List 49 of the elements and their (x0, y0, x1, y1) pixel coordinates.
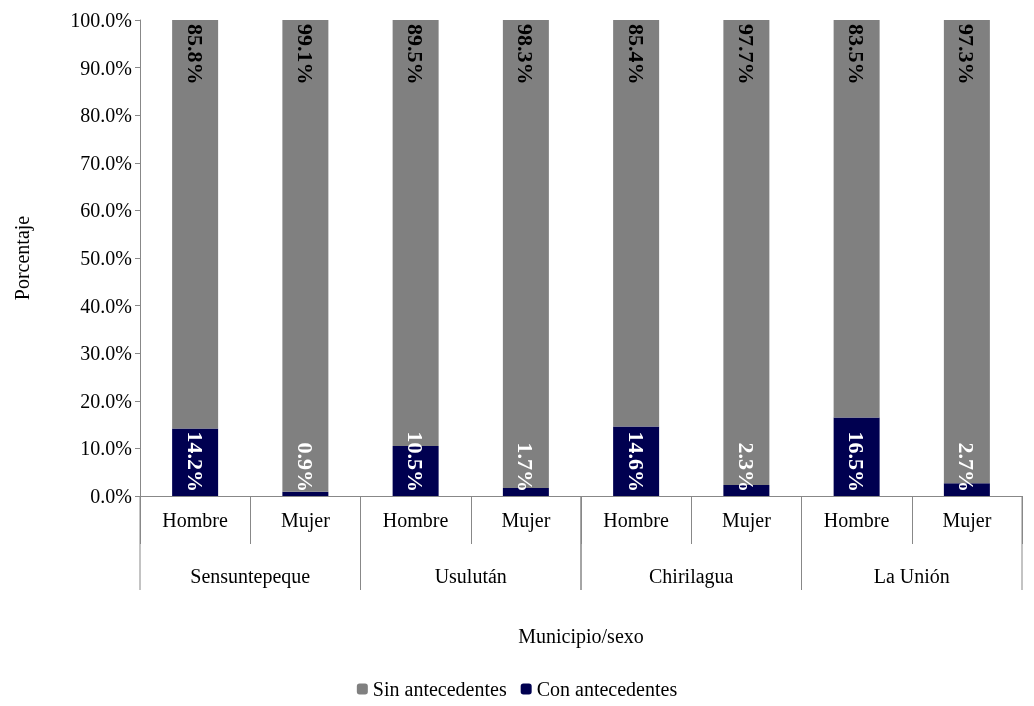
data-label: 10.5% (403, 431, 429, 492)
y-tick-label: 40.0% (80, 294, 132, 317)
y-axis-title: Porcentaje (11, 215, 34, 301)
data-label: 83.5% (844, 24, 870, 85)
text: La Unión (873, 565, 950, 587)
bar (833, 20, 880, 418)
data-label: 85.4% (623, 24, 649, 85)
y-tick-label: 10.0% (80, 437, 132, 460)
bar (613, 20, 660, 427)
bar (172, 20, 219, 429)
x-tick-label: Mujer (721, 509, 772, 532)
data-label: 14.6% (623, 431, 649, 492)
bar (282, 491, 329, 496)
x-tick-label: Mujer (501, 509, 551, 532)
y-tick-label: 50.0% (80, 247, 132, 269)
y-tick-label: 30.0% (80, 342, 132, 365)
y-tick-label: 20.0% (80, 389, 132, 412)
data-label: 1.7% (513, 442, 539, 492)
x-tick-label: Mujer (280, 509, 331, 532)
data-label: 2.3% (733, 442, 759, 492)
text: Sensuntepeque (190, 565, 311, 588)
x-tick-label: Hombre (603, 509, 670, 531)
y-tick-label: 0.0% (90, 485, 132, 507)
text: Chirilagua (649, 565, 734, 588)
bar (282, 20, 329, 492)
y-tick-label: 90.0% (80, 56, 132, 79)
y-tick-label: 70.0% (80, 151, 132, 174)
data-label: 85.8% (182, 24, 208, 85)
legend-label: Sin antecedentes (372, 678, 507, 700)
x-tick-label: Mujer (942, 509, 992, 532)
y-tick-label: 60.0% (80, 199, 132, 222)
data-label: 16.5% (844, 431, 870, 492)
data-label: 99.1% (292, 24, 318, 85)
data-label: 0.9% (292, 442, 318, 492)
bar (502, 20, 549, 488)
data-label: 2.7% (954, 442, 980, 492)
data-label: 97.7% (733, 24, 759, 85)
data-label: 89.5% (403, 24, 429, 85)
data-label: 97.3% (954, 24, 980, 85)
data-label: 14.2% (182, 431, 208, 492)
x-axis-title: Municipio/sexo (518, 625, 644, 648)
x-tick-label: Hombre (382, 509, 449, 531)
y-tick-label: 80.0% (80, 104, 132, 127)
text: Usulután (434, 565, 507, 587)
y-tick-label: 100.0% (70, 9, 132, 31)
data-label: 98.3% (513, 24, 539, 85)
x-tick-label: Hombre (823, 509, 890, 531)
x-tick-label: Hombre (162, 509, 229, 531)
legend-label: Con antecedentes (536, 678, 678, 700)
